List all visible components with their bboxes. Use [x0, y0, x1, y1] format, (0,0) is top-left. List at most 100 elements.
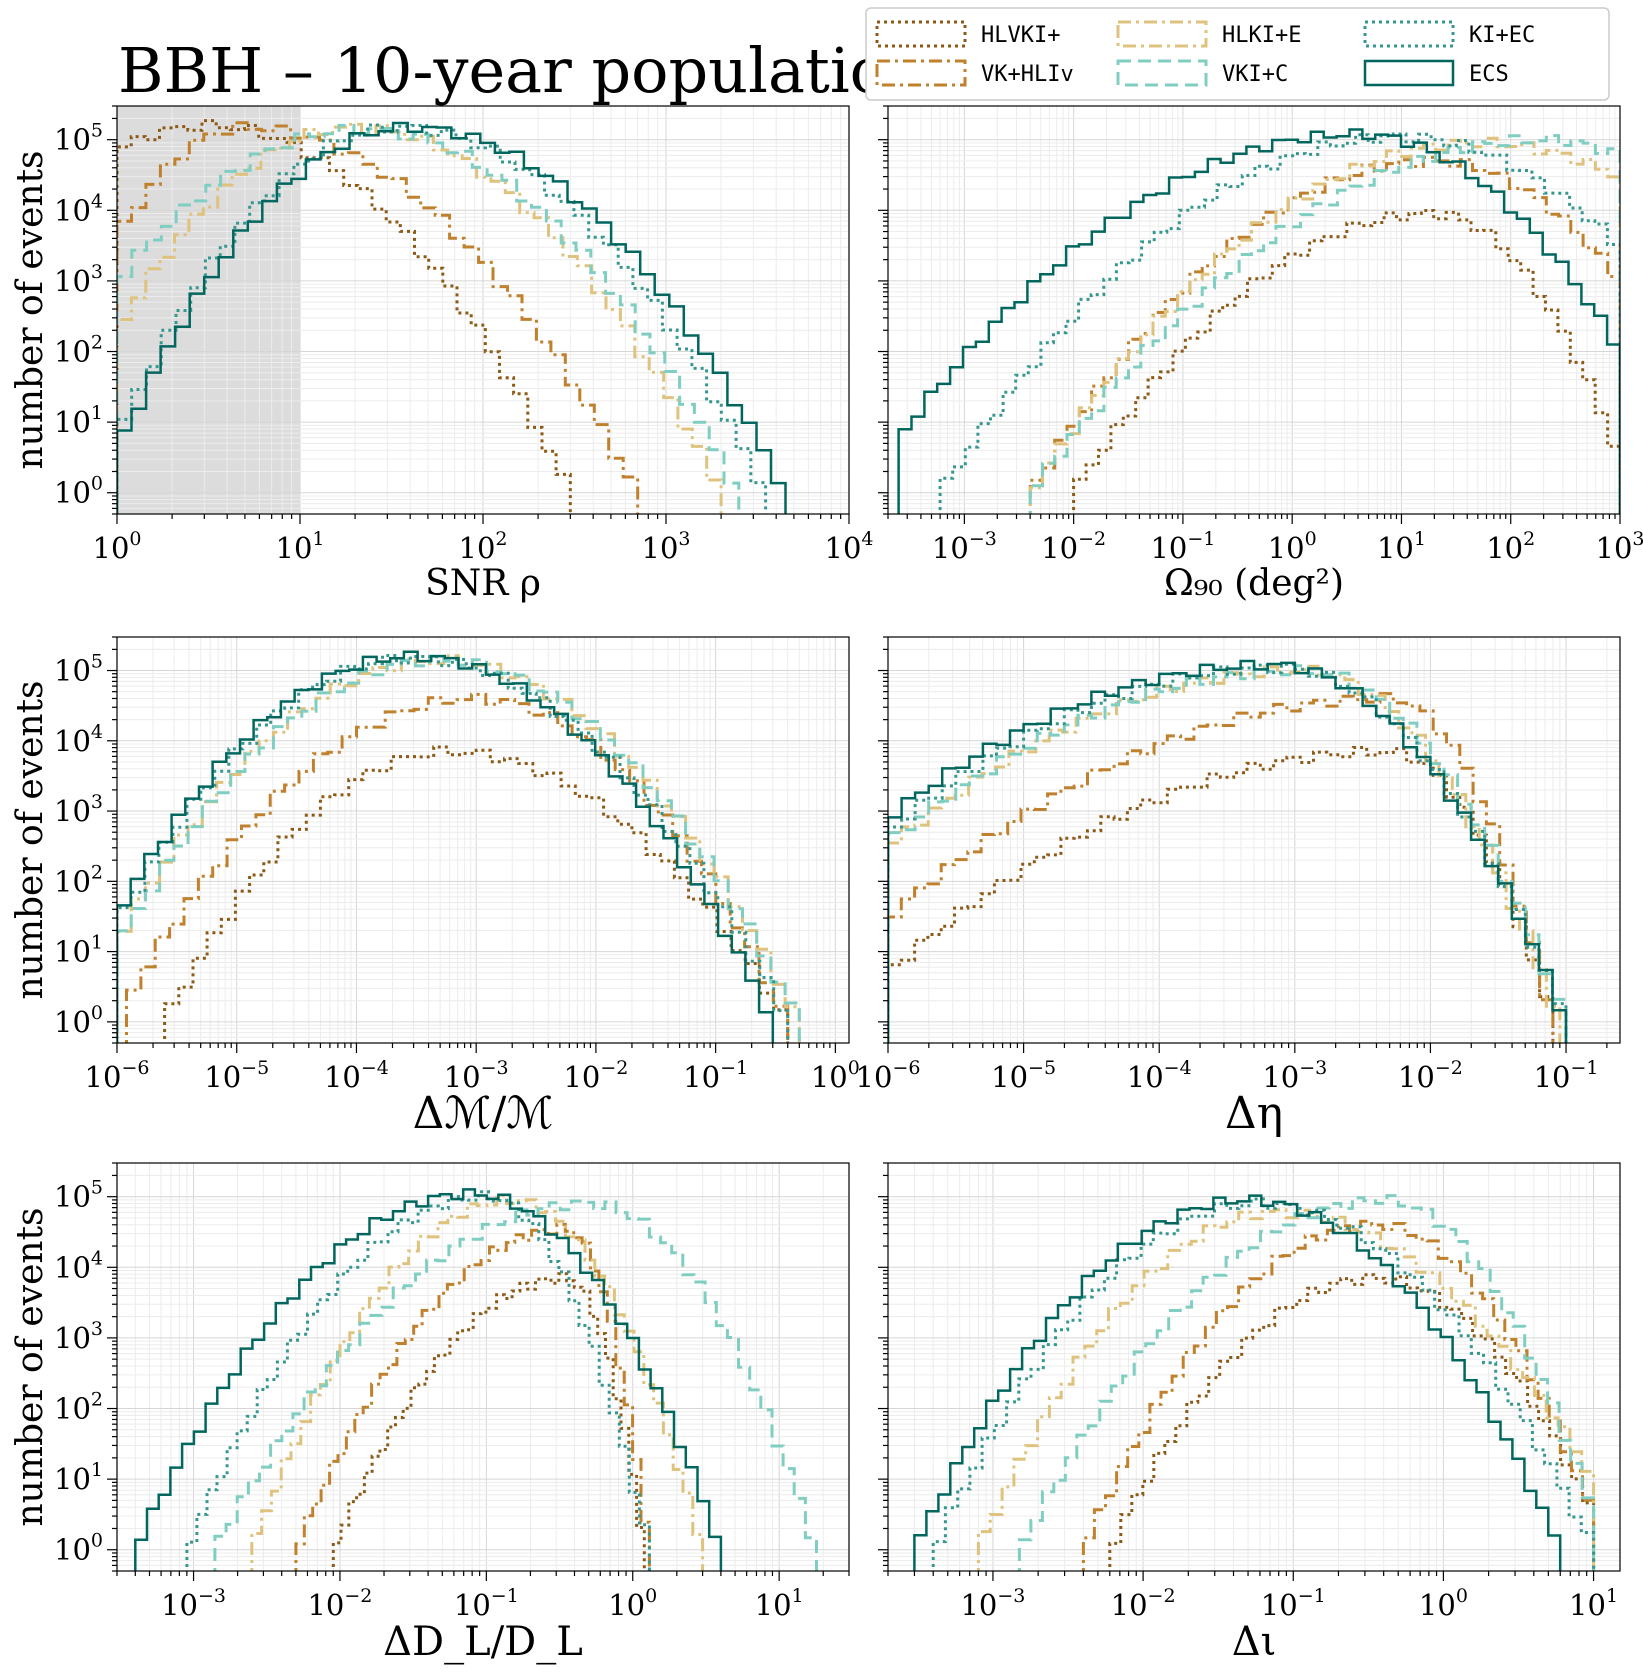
- legend-swatch: [1363, 20, 1455, 48]
- legend-swatch: [875, 59, 967, 87]
- x-tick-label: 10−1: [683, 1057, 748, 1094]
- shaded-region: [117, 106, 300, 514]
- y-tick-label: 105: [54, 651, 103, 688]
- y-tick-label: 102: [54, 861, 103, 898]
- x-tick-label: 101: [755, 1585, 804, 1622]
- axes-frame: [116, 1162, 850, 1572]
- panels: 100 101 102 103 104 100 101 102 103 104 105 SNR ρ nu…: [10, 105, 1643, 1665]
- histogram-series: [938, 132, 1620, 514]
- y-tick-label: 105: [54, 120, 103, 157]
- x-tick-label: 10−5: [204, 1057, 269, 1094]
- legend-swatch: [875, 20, 967, 48]
- legend-label: HLKI+E: [1222, 23, 1301, 48]
- histogram-series: [117, 123, 768, 514]
- plot-area: [117, 637, 849, 1043]
- histogram-series: [213, 1199, 818, 1571]
- histogram-series: [163, 745, 790, 1043]
- grid: [117, 106, 849, 514]
- legend-label: ECS: [1469, 62, 1509, 87]
- legend-label: HLVKI+: [981, 23, 1060, 48]
- grid: [117, 637, 849, 1043]
- plot-area: [888, 1163, 1620, 1571]
- x-tick-label: 10−1: [1150, 528, 1215, 565]
- grid: [888, 637, 1620, 1043]
- chart-panel: 10−6 10−5 10−4 10−3 10−2 10−1Δη: [856, 636, 1621, 1139]
- x-tick-label: 10−2: [1398, 1057, 1463, 1094]
- x-axis-label: Δℳ/ℳ: [413, 1088, 554, 1139]
- histogram-series: [1028, 134, 1620, 514]
- x-tick-label: 10−1: [454, 1585, 519, 1622]
- x-tick-label: 100: [1419, 1585, 1468, 1622]
- chart-panel: 10−3 10−2 10−1 100 101 100 101 102 103 104 105 ΔD_L…: [10, 1162, 850, 1665]
- histogram-series: [888, 692, 1555, 1043]
- histogram-series: [134, 1188, 723, 1571]
- histogram-series: [888, 662, 1568, 1043]
- y-tick-label: 104: [54, 1247, 103, 1284]
- histograms: [134, 1188, 818, 1571]
- y-tick-label: 103: [54, 261, 103, 298]
- histogram-series: [125, 692, 790, 1043]
- legend-label: VK+HLIv: [981, 62, 1074, 87]
- axes-frame: [116, 636, 850, 1044]
- x-axis-label: ΔD_L/D_L: [383, 1619, 583, 1665]
- histogram-series: [117, 119, 572, 514]
- legend-frame: [865, 7, 1610, 101]
- x-tick-label: 104: [825, 528, 874, 565]
- chart-panel: 10−3 10−2 10−1 100 101 102 103 Ω₉₀ (deg²): [878, 105, 1643, 604]
- x-tick-label: 100: [811, 1057, 860, 1094]
- x-tick-label: 10−2: [1111, 1585, 1176, 1622]
- x-tick-label: 100: [608, 1585, 657, 1622]
- legend-swatch: [1116, 59, 1208, 87]
- y-tick-label: 102: [54, 1389, 103, 1426]
- x-tick-label: 101: [1569, 1585, 1618, 1622]
- histograms: [888, 659, 1568, 1043]
- histograms: [913, 1194, 1596, 1571]
- x-tick-label: 10−6: [856, 1057, 921, 1094]
- legend-label: VKI+C: [1222, 62, 1288, 87]
- y-tick-label: 104: [54, 721, 103, 758]
- y-tick-label: 102: [54, 332, 103, 369]
- x-axis-label: Δι: [1232, 1619, 1277, 1665]
- legend-label: KI+EC: [1469, 23, 1535, 48]
- x-tick-label: 10−1: [1261, 1585, 1326, 1622]
- plot-area: [117, 1163, 849, 1571]
- histogram-series: [913, 1194, 1562, 1571]
- x-tick-label: 10−1: [1534, 1057, 1599, 1094]
- y-tick-label: 101: [54, 402, 103, 439]
- histogram-series: [976, 1208, 1596, 1571]
- histogram-series: [888, 659, 1568, 1043]
- histogram-series: [185, 1190, 651, 1571]
- histogram-series: [117, 654, 790, 1043]
- x-tick-label: 10−6: [85, 1057, 150, 1094]
- legend: HLVKI+ VK+HLIv HLKI+E VKI+C KI+EC ECS: [865, 7, 1610, 101]
- histogram-series: [1072, 209, 1620, 514]
- histograms: [117, 650, 801, 1043]
- x-tick-label: 101: [1377, 528, 1426, 565]
- x-tick-label: 10−5: [991, 1057, 1056, 1094]
- histogram-series: [1108, 1273, 1596, 1571]
- histogram-series: [117, 123, 741, 514]
- grid: [117, 1163, 849, 1571]
- y-tick-label: 105: [54, 1177, 103, 1214]
- x-tick-label: 10−2: [307, 1585, 372, 1622]
- y-tick-label: 100: [54, 473, 103, 510]
- x-tick-label: 103: [1596, 528, 1643, 565]
- x-tick-label: 101: [276, 528, 325, 565]
- x-tick-label: 10−3: [932, 528, 997, 565]
- histogram-series: [1017, 1194, 1596, 1571]
- y-axis-label: number of events: [10, 1207, 51, 1526]
- x-axis-label: Ω₉₀ (deg²): [1164, 563, 1344, 604]
- y-axis-label: number of events: [10, 150, 51, 469]
- x-tick-label: 100: [1268, 528, 1317, 565]
- x-tick-label: 100: [93, 528, 142, 565]
- chart-panel: 10−3 10−2 10−1 100 101 Δι: [878, 1162, 1621, 1665]
- x-axis-label: Δη: [1225, 1088, 1283, 1139]
- x-tick-label: 10−3: [960, 1585, 1025, 1622]
- histogram-series: [117, 121, 640, 514]
- histogram-series: [897, 128, 1620, 514]
- chart-panel: 10−6 10−5 10−4 10−3 10−2 10−1 1001001011021031…: [10, 636, 860, 1139]
- grid: [888, 106, 1620, 514]
- y-tick-label: 100: [54, 1530, 103, 1567]
- y-tick-label: 104: [54, 190, 103, 227]
